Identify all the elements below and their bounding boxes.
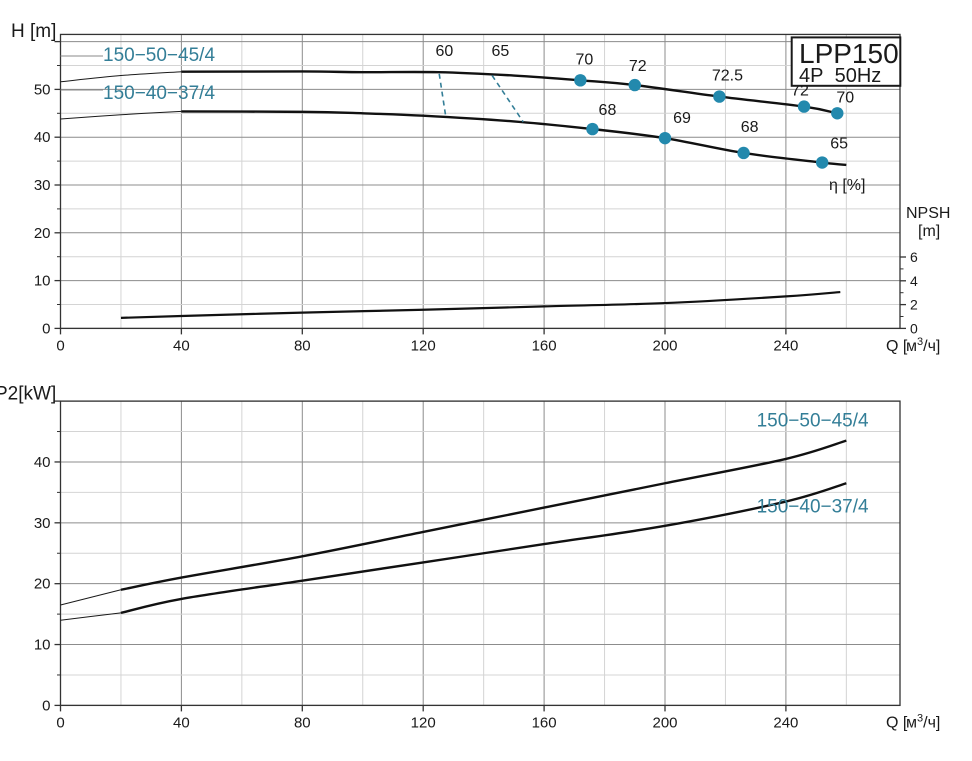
svg-text:150−40−37/4: 150−40−37/4 (757, 497, 869, 518)
svg-text:10: 10 (34, 637, 51, 654)
svg-text:0: 0 (910, 320, 918, 336)
svg-text:60: 60 (436, 43, 454, 60)
svg-text:20: 20 (34, 576, 51, 593)
svg-text:H [m]: H [m] (11, 21, 56, 42)
svg-text:200: 200 (652, 337, 677, 354)
svg-text:40: 40 (34, 454, 51, 471)
svg-text:10: 10 (34, 273, 51, 290)
svg-text:72: 72 (629, 58, 647, 75)
svg-text:80: 80 (294, 337, 311, 354)
svg-text:240: 240 (773, 714, 798, 731)
svg-text:η [%]: η [%] (829, 177, 865, 194)
svg-text:80: 80 (294, 714, 311, 731)
svg-text:0: 0 (56, 714, 64, 731)
svg-text:200: 200 (652, 714, 677, 731)
svg-text:0: 0 (42, 320, 50, 337)
svg-text:40: 40 (173, 337, 190, 354)
svg-text:Q [: Q [ (886, 338, 908, 355)
svg-text:50: 50 (34, 81, 51, 98)
svg-text:м3/ч]: м3/ч] (906, 336, 940, 355)
svg-text:40: 40 (34, 129, 51, 146)
svg-text:150−40−37/4: 150−40−37/4 (103, 83, 215, 104)
svg-text:69: 69 (673, 110, 691, 127)
svg-text:120: 120 (411, 714, 436, 731)
svg-text:160: 160 (532, 714, 557, 731)
svg-text:160: 160 (532, 337, 557, 354)
svg-text:120: 120 (411, 337, 436, 354)
svg-text:Q [: Q [ (886, 714, 908, 731)
svg-text:4: 4 (910, 273, 918, 289)
svg-text:0: 0 (56, 337, 64, 354)
svg-text:150−50−45/4: 150−50−45/4 (103, 45, 215, 66)
svg-text:65: 65 (830, 136, 848, 153)
svg-text:20: 20 (34, 225, 51, 242)
svg-text:68: 68 (741, 119, 759, 136)
svg-text:4P 50Hz: 4P 50Hz (799, 65, 881, 87)
svg-text:NPSH: NPSH (906, 205, 950, 222)
svg-text:70: 70 (575, 51, 593, 68)
svg-text:40: 40 (173, 714, 190, 731)
svg-text:[m]: [m] (918, 223, 940, 240)
svg-text:68: 68 (599, 102, 617, 119)
svg-text:2: 2 (910, 297, 918, 313)
svg-text:30: 30 (34, 177, 51, 194)
svg-text:30: 30 (34, 515, 51, 532)
svg-text:150−50−45/4: 150−50−45/4 (757, 411, 869, 432)
svg-text:м3/ч]: м3/ч] (906, 712, 940, 731)
svg-text:70: 70 (836, 89, 854, 106)
svg-text:0: 0 (42, 697, 50, 714)
svg-text:240: 240 (773, 337, 798, 354)
svg-text:72.5: 72.5 (712, 68, 743, 85)
svg-text:P2[kW]: P2[kW] (0, 384, 56, 405)
svg-text:65: 65 (492, 43, 510, 60)
svg-text:6: 6 (910, 249, 918, 265)
